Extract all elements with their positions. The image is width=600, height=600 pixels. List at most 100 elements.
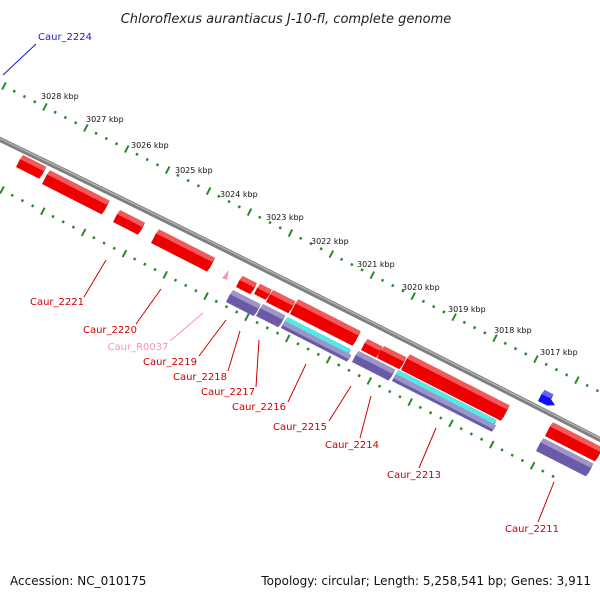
ruler-outer-tick bbox=[145, 157, 149, 162]
block-top-face bbox=[395, 369, 497, 424]
block-top-face bbox=[156, 229, 216, 262]
ruler-tick-label: 3025 kbp bbox=[175, 166, 213, 175]
block-end-face bbox=[250, 283, 257, 295]
ruler-inner-tick bbox=[244, 313, 250, 322]
block-front-face bbox=[538, 393, 555, 406]
ruler-outer-tick bbox=[472, 325, 477, 330]
ruler-outer-tick bbox=[350, 262, 354, 267]
ruler-outer-tick bbox=[299, 236, 303, 241]
ruler-inner-tick bbox=[80, 228, 87, 237]
label-leader-lines bbox=[2, 43, 555, 523]
backbone-line bbox=[0, 136, 600, 443]
ruler-inner-tick bbox=[40, 207, 46, 216]
genome-backbone bbox=[0, 136, 600, 443]
block-top-face bbox=[355, 350, 396, 374]
block-end-face bbox=[137, 222, 145, 235]
ruler-inner-tick bbox=[337, 363, 341, 367]
ruler-inner-tick bbox=[275, 331, 280, 335]
leader-line bbox=[135, 288, 162, 325]
block-top-face bbox=[257, 283, 272, 294]
ruler-inner-tick bbox=[357, 373, 361, 378]
block-end-face bbox=[594, 451, 600, 462]
feature-block-13 bbox=[256, 304, 286, 328]
block-end-face bbox=[288, 301, 296, 314]
ruler-outer-tick bbox=[544, 362, 548, 367]
block-front-face bbox=[42, 174, 107, 215]
gene-label: Caur_2216 bbox=[232, 402, 286, 413]
ruler-inner-tick bbox=[214, 299, 218, 304]
ruler-inner-tick bbox=[102, 241, 106, 245]
gene-label: Caur_2215 bbox=[273, 422, 327, 433]
gene-label: Caur_2214 bbox=[325, 440, 379, 451]
ruler-outer-tick bbox=[533, 355, 539, 364]
ruler-tick-label: 3024 kbp bbox=[220, 190, 258, 199]
ruler-inner-tick bbox=[520, 458, 525, 463]
block-top-face bbox=[47, 170, 110, 205]
block-front-face bbox=[545, 426, 600, 462]
ruler-outer-tick bbox=[309, 241, 313, 246]
feature-block-1 bbox=[42, 170, 110, 215]
ruler-tick-label: 3018 kbp bbox=[494, 326, 532, 335]
block-top-face bbox=[364, 338, 383, 351]
ruler-outer-tick bbox=[513, 346, 518, 351]
block-end-face bbox=[585, 463, 594, 477]
ruler-inner-tick bbox=[398, 395, 402, 399]
block-top-face bbox=[393, 374, 497, 430]
backbone-highlight bbox=[0, 137, 600, 440]
block-front-face bbox=[352, 354, 393, 381]
leader-line bbox=[537, 481, 555, 523]
ruler-inner-tick bbox=[377, 384, 382, 388]
gene-label: Caur_2218 bbox=[173, 372, 227, 383]
block-top-face bbox=[406, 354, 510, 410]
block-front-face bbox=[254, 287, 269, 300]
leader-line bbox=[227, 330, 241, 372]
block-top-face bbox=[550, 422, 600, 452]
gene-label: Caur_2221 bbox=[30, 297, 84, 308]
feature-block-16 bbox=[352, 350, 396, 381]
block-top-face bbox=[295, 299, 361, 336]
block-end-face bbox=[399, 357, 407, 370]
feature-block-12 bbox=[226, 290, 261, 317]
other-gene-arrow bbox=[538, 389, 555, 406]
feature-block-19 bbox=[536, 438, 594, 477]
ruler-tick-label: 3019 kbp bbox=[448, 305, 486, 314]
ruler-tick-label: 3022 kbp bbox=[311, 237, 349, 246]
ruler-inner-tick bbox=[529, 461, 536, 470]
block-front-face bbox=[290, 303, 358, 346]
feature-block-5 bbox=[254, 283, 272, 300]
ruler-outer-tick bbox=[217, 194, 221, 199]
ruler-outer-tick bbox=[22, 94, 27, 99]
block-front-face bbox=[536, 442, 591, 477]
ruler-outer-ring bbox=[1, 81, 600, 393]
ruler-outer-tick bbox=[462, 320, 467, 325]
ruler-inner-tick bbox=[469, 432, 474, 436]
ruler-outer-tick bbox=[135, 152, 139, 156]
ruler-outer-tick bbox=[63, 115, 68, 120]
ruler-inner-tick bbox=[306, 347, 310, 351]
ruler-inner-tick bbox=[510, 453, 514, 457]
ruler-outer-tick bbox=[432, 304, 436, 309]
ruler-outer-tick bbox=[492, 334, 498, 343]
ruler-inner-tick bbox=[61, 220, 65, 224]
ruler-outer-tick bbox=[186, 178, 190, 183]
block-front-face bbox=[151, 233, 213, 272]
ruler-inner-tick bbox=[347, 368, 351, 373]
ruler-outer-tick bbox=[33, 100, 37, 104]
block-front-face bbox=[361, 342, 380, 358]
ruler-inner-tick bbox=[265, 326, 269, 330]
ruler-outer-tick bbox=[339, 257, 344, 262]
gene-label: Caur_R0037 bbox=[108, 342, 169, 353]
ruler-inner-tick bbox=[112, 246, 116, 251]
ruler-outer-tick bbox=[328, 250, 335, 259]
block-front-face bbox=[16, 159, 44, 179]
ruler-tick-label: 3020 kbp bbox=[402, 283, 440, 292]
ruler-outer-tick bbox=[176, 173, 180, 177]
block-top-face bbox=[540, 438, 594, 468]
ruler-tick-label: 3027 kbp bbox=[86, 115, 124, 124]
ruler-outer-tick bbox=[268, 220, 272, 225]
ruler-outer-tick bbox=[278, 226, 282, 230]
ruler-inner-tick bbox=[143, 262, 147, 266]
ruler-inner-tick bbox=[541, 469, 545, 473]
ruler-outer-tick bbox=[205, 187, 212, 196]
